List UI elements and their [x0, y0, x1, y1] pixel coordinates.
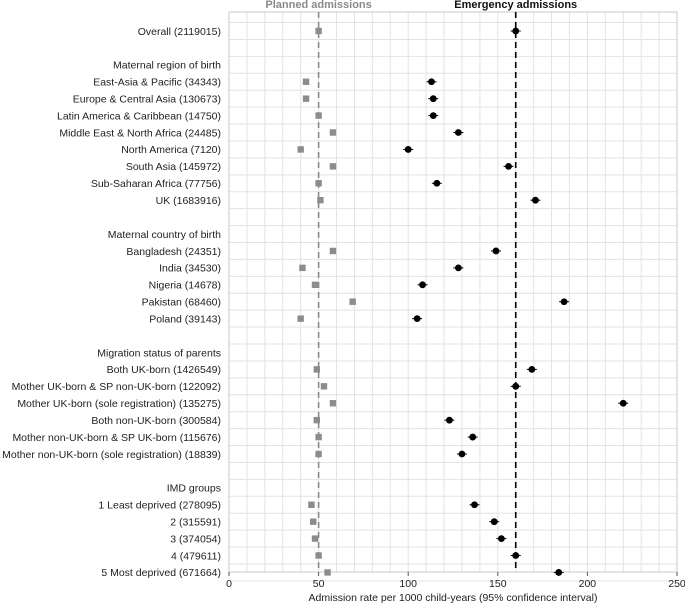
planned-point [329, 129, 337, 136]
x-axis: 0 50 100 150 200 250 [226, 572, 685, 590]
emergency-point [454, 264, 462, 272]
row-label: Mother non-UK-born (sole registration) (… [2, 449, 221, 461]
row-label: Latin America & Caribbean (14750) [57, 110, 221, 122]
planned-point [315, 27, 322, 35]
emergency-point [458, 450, 466, 458]
planned-point [329, 400, 337, 407]
x-tick-label: 250 [668, 578, 685, 590]
emergency-point [429, 95, 437, 103]
row-label: Nigeria (14678) [149, 280, 221, 292]
x-tick-label: 50 [313, 578, 325, 590]
row-label: Poland (39143) [149, 313, 221, 325]
row-label: North America (7120) [121, 144, 221, 156]
row-label: 2 (315591) [170, 516, 221, 528]
planned-point [311, 535, 319, 542]
emergency-point [433, 179, 441, 187]
emergency-point [528, 366, 536, 373]
row-label: Mother non-UK-born & SP UK-born (115676) [12, 432, 221, 444]
row-label: South Asia (145972) [126, 161, 221, 173]
row-label: Migration status of parents [97, 347, 221, 359]
row-label: Europe & Central Asia (130673) [73, 93, 221, 105]
planned-point [329, 163, 337, 170]
row-label: 3 (374054) [170, 533, 221, 545]
planned-point [349, 298, 356, 305]
emergency-point [532, 196, 539, 204]
planned-point [310, 518, 317, 525]
x-tick-label: 100 [399, 578, 417, 590]
planned-point [308, 501, 315, 508]
planned-point [315, 433, 322, 441]
x-tick-label: 200 [579, 578, 597, 590]
reference-lines [317, 12, 517, 572]
x-tick-label: 0 [226, 578, 232, 590]
row-label: IMD groups [167, 483, 221, 495]
emergency-point [419, 281, 426, 289]
emergency-point [492, 247, 500, 255]
plot-frame [228, 11, 678, 573]
emergency-point [454, 129, 462, 136]
emergency-point [512, 27, 520, 35]
row-label: Both non-UK-born (300584) [91, 415, 221, 427]
planned-point [315, 552, 322, 559]
planned-point [317, 197, 324, 204]
planned-point [313, 416, 321, 424]
emergency-series-header: Emergency admissions [454, 0, 577, 11]
row-label: Mother UK-born (sole registration) (1352… [17, 398, 221, 410]
row-label: Middle East & North Africa (24485) [59, 127, 221, 139]
planned-series-header: Planned admissions [265, 0, 371, 11]
data-points [297, 27, 629, 576]
planned-point [313, 366, 321, 373]
emergency-point [469, 433, 477, 441]
row-label: Bangladesh (24351) [126, 246, 221, 258]
emergency-point [619, 399, 627, 407]
emergency-point [505, 162, 512, 170]
planned-point [297, 146, 304, 153]
emergency-point [555, 569, 563, 576]
row-label: Mother UK-born & SP non-UK-born (122092) [12, 381, 221, 393]
planned-point [315, 180, 322, 187]
planned-point [302, 95, 310, 102]
row-label: Maternal country of birth [108, 229, 221, 241]
row-label: 4 (479611) [171, 550, 221, 562]
row-label: 5 Most deprived (671664) [101, 567, 221, 579]
row-label: 1 Least deprived (278095) [98, 500, 221, 512]
x-tick-label: 150 [489, 578, 507, 590]
planned-point [297, 315, 304, 322]
planned-point [329, 247, 337, 255]
planned-point [299, 264, 306, 272]
row-label: Sub-Saharan Africa (77756) [91, 178, 221, 190]
emergency-point [497, 535, 505, 542]
row-label: Overall (2119015) [138, 26, 221, 38]
row-label: East-Asia & Pacific (34343) [93, 77, 221, 89]
x-axis-title: Admission rate per 1000 child-years (95%… [309, 592, 598, 604]
emergency-point [512, 382, 520, 390]
planned-point [315, 450, 322, 458]
row-label: Pakistan (68460) [142, 297, 221, 309]
planned-point [320, 383, 328, 390]
row-labels: Overall (2119015) Maternal region of birt… [2, 26, 221, 579]
planned-point [302, 78, 310, 85]
emergency-point [404, 146, 412, 153]
emergency-point [560, 298, 568, 306]
emergency-point [446, 416, 453, 424]
planned-point [315, 112, 322, 119]
emergency-point [490, 518, 498, 526]
row-label: India (34530) [159, 263, 221, 275]
planned-point [324, 569, 331, 576]
emergency-point [428, 78, 435, 86]
planned-point [311, 281, 319, 288]
emergency-point [471, 501, 478, 509]
emergency-point [429, 112, 437, 119]
row-label: Both UK-born (1426549) [107, 364, 221, 376]
row-label: Maternal region of birth [113, 60, 221, 72]
emergency-point [413, 315, 421, 323]
emergency-point [512, 552, 520, 559]
row-label: UK (1683916) [156, 195, 221, 207]
